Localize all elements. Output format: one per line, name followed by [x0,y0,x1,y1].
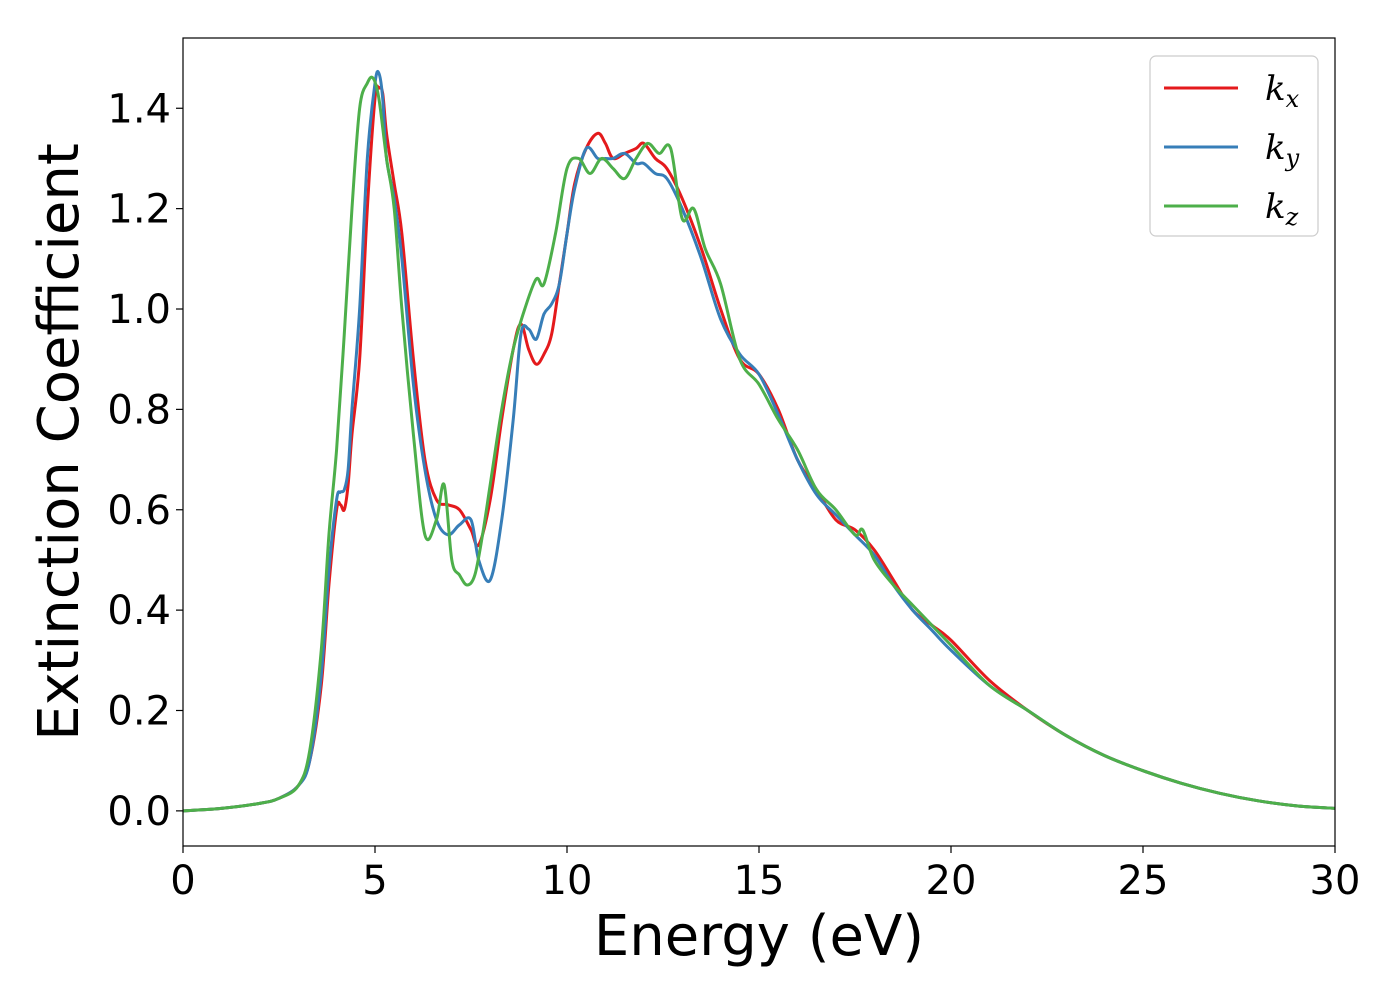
legend: kx ky kz [1149,55,1319,237]
y-tick-label: 0.4 [107,588,171,634]
y-tick-label: 0.6 [107,488,171,534]
y-tick-label: 0.8 [107,387,171,433]
series-line-kz [183,75,1335,813]
y-axis-title: Extinction Coefficient [27,143,92,741]
x-axis: 0 5 10 15 20 25 30 [170,846,1360,904]
y-tick-label: 1.0 [107,287,171,333]
series-line-ky [183,69,1335,813]
legend-label-ky: ky [1265,128,1300,172]
x-tick-label: 30 [1310,858,1361,904]
x-axis-title: Energy (eV) [594,904,924,969]
x-tick-label: 10 [542,858,593,904]
legend-label-kx: kx [1265,69,1300,113]
y-tick-label: 0.2 [107,688,171,734]
series-lines [183,69,1335,813]
x-tick-label: 0 [170,858,195,904]
legend-label-kz: kz [1265,187,1299,231]
y-tick-label: 1.4 [107,86,171,132]
y-tick-label: 0.0 [107,789,171,835]
x-tick-label: 25 [1118,858,1169,904]
y-axis: 0.0 0.2 0.4 0.6 0.8 1.0 1.2 1.4 [107,86,183,835]
x-tick-label: 20 [926,858,977,904]
x-tick-label: 5 [362,858,387,904]
x-tick-label: 15 [734,858,785,904]
y-tick-label: 1.2 [107,187,171,233]
